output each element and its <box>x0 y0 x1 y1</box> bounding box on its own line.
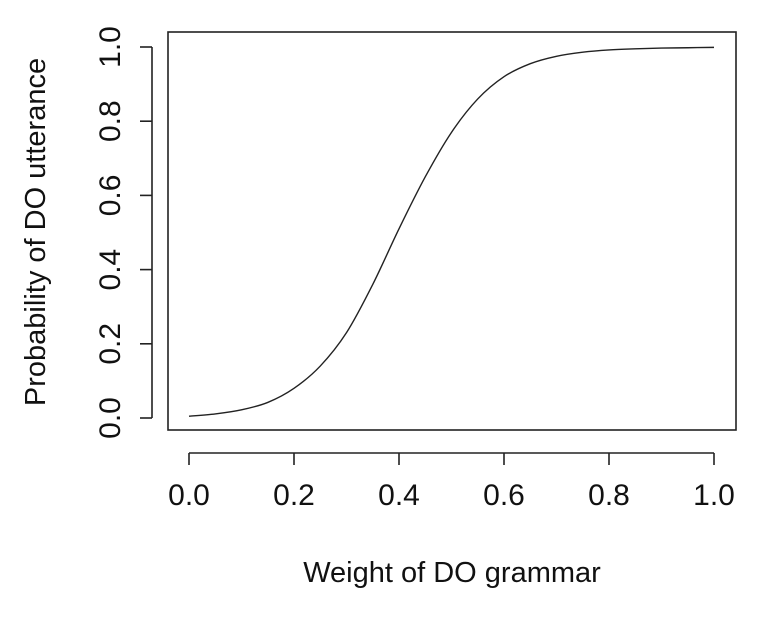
x-tick-label: 0.8 <box>588 479 630 512</box>
y-tick-label: 0.2 <box>94 323 127 365</box>
series-line <box>188 46 715 417</box>
x-tick-label: 0.2 <box>273 479 315 512</box>
x-tick-label: 0.6 <box>483 479 525 512</box>
x-tick-label: 1.0 <box>693 479 735 512</box>
y-tick-label: 0.0 <box>94 397 127 439</box>
y-tick-label: 0.4 <box>94 249 127 291</box>
y-tick-label: 1.0 <box>94 26 127 68</box>
x-axis: 0.0 0.2 0.4 0.6 0.8 1.0 <box>168 452 735 512</box>
plot-area-frame <box>167 31 737 431</box>
x-tick-label: 0.0 <box>168 479 210 512</box>
y-tick-label: 0.8 <box>94 100 127 142</box>
y-axis-label: Probability of DO utterance <box>20 58 52 406</box>
y-axis: 0.0 0.2 0.4 0.6 0.8 1.0 <box>94 26 153 439</box>
x-tick-label: 0.4 <box>378 479 420 512</box>
x-axis-label: Weight of DO grammar <box>303 557 601 589</box>
y-tick-label: 0.6 <box>94 175 127 217</box>
